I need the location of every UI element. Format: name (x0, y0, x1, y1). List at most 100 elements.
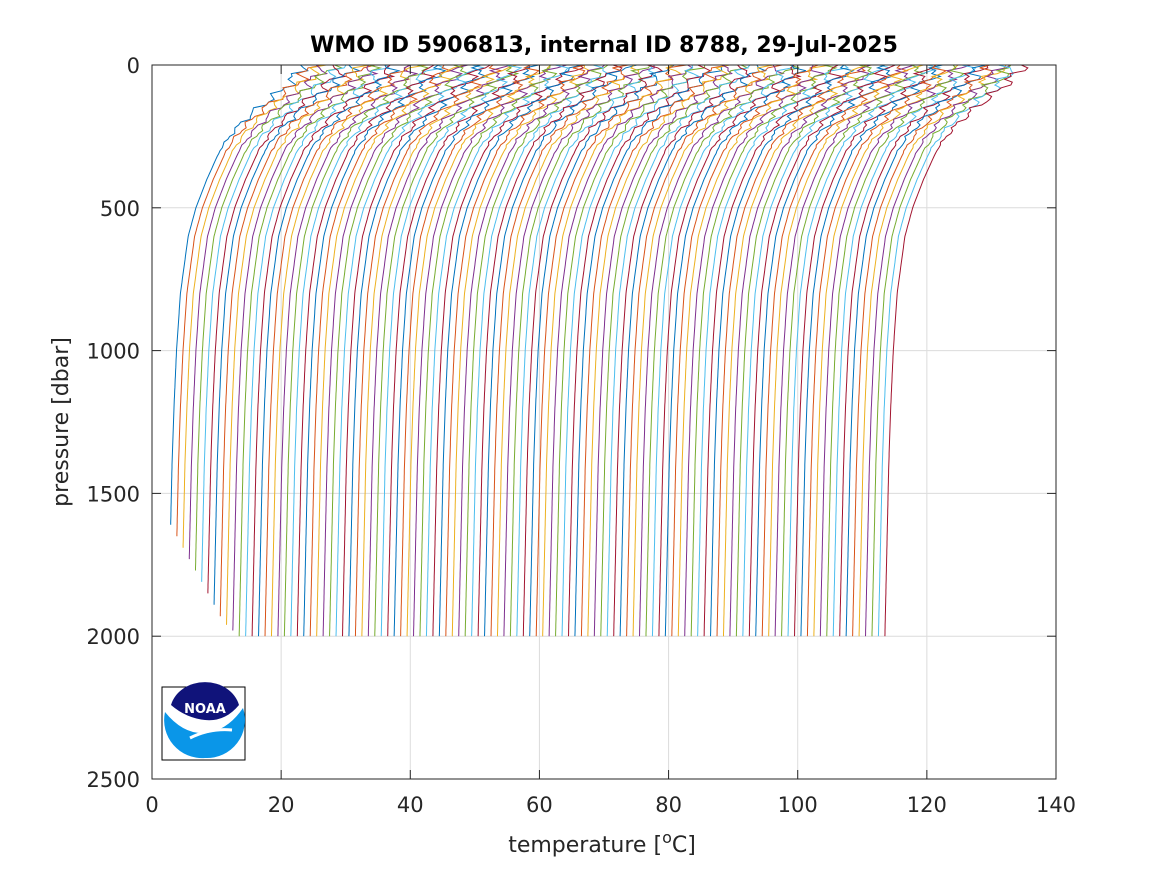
profile-line (238, 64, 383, 637)
profile-line (335, 64, 485, 637)
profile-line (176, 64, 324, 537)
profile-line (464, 64, 609, 637)
profile-line (587, 64, 730, 637)
profile-line (226, 64, 371, 625)
profile-line (387, 64, 531, 637)
profile-line (535, 64, 687, 637)
profile-line (303, 64, 447, 637)
x-tick-label: 100 (778, 793, 818, 817)
profile-line (201, 64, 347, 582)
profile-line (690, 64, 838, 637)
profile-line (264, 64, 411, 637)
profile-line (710, 64, 855, 637)
profile-line (245, 64, 390, 637)
profile-line (251, 64, 396, 637)
profile-line (277, 64, 419, 637)
profile-line (484, 64, 637, 637)
profile-line (884, 64, 1029, 637)
profile-line (561, 64, 701, 637)
profile-line (188, 64, 329, 560)
profile-line (296, 64, 436, 637)
profile-line (438, 64, 583, 637)
y-tick-label: 1500 (87, 482, 140, 506)
profile-line (503, 64, 655, 637)
profile-line (555, 64, 706, 637)
profile-line (477, 64, 623, 637)
profile-line (735, 64, 876, 637)
profile-line (400, 64, 541, 637)
noaa-logo: NOAA (161, 682, 246, 761)
logo-top-half (171, 682, 239, 721)
profile-line (361, 64, 517, 637)
profile-line (580, 64, 729, 637)
profile-line (309, 64, 453, 637)
profile-line (826, 64, 965, 637)
profile-line (703, 64, 844, 637)
profile-line (787, 64, 942, 637)
profile-line (858, 64, 1007, 637)
profile-line (393, 64, 539, 637)
profile-line (490, 64, 629, 637)
profile-line (819, 64, 971, 637)
profile-line (871, 64, 1012, 637)
profile-line (639, 64, 785, 637)
profile-line (182, 64, 327, 548)
y-tick-label: 500 (100, 197, 140, 221)
profile-line (606, 64, 751, 637)
grid-lines (152, 65, 1056, 779)
profile-line (458, 64, 606, 637)
profile-line (213, 64, 362, 605)
profile-line (170, 64, 310, 525)
y-tick-label: 0 (127, 54, 140, 78)
profile-line (832, 64, 977, 637)
logo-bottom-half (164, 708, 245, 759)
profile-line (845, 64, 987, 637)
profile-line (445, 64, 586, 637)
profile-line (529, 64, 675, 637)
y-tick-label: 2500 (87, 768, 140, 792)
x-tick-label: 120 (907, 793, 947, 817)
profile-line (367, 64, 512, 637)
profile-line (232, 64, 379, 631)
profile-line (716, 64, 867, 637)
profile-line (207, 64, 347, 594)
profile-line (800, 64, 943, 637)
profile-line (748, 64, 896, 637)
profile-line (329, 64, 471, 637)
profile-line (761, 64, 909, 637)
x-tick-label: 40 (397, 793, 424, 817)
profile-line (413, 64, 567, 637)
logo-wave (189, 728, 233, 740)
profile-line (877, 64, 1014, 637)
profile-line (283, 64, 430, 637)
axis-ticks: 0 20 40 60 80 100 120 140 0 500 1000 1500 2000 2500 (87, 54, 1077, 817)
profile-line (471, 64, 609, 637)
profile-line (342, 64, 491, 637)
profile-line (645, 64, 800, 637)
profile-line (742, 64, 890, 637)
profile-line (348, 64, 489, 637)
profile-line (806, 64, 948, 637)
profile-line (664, 64, 807, 637)
profile-line (380, 64, 523, 637)
profile-line (374, 64, 520, 637)
x-tick-label: 60 (526, 793, 553, 817)
profile-line (723, 64, 872, 637)
profile-line (729, 64, 872, 637)
y-tick-label: 2000 (87, 625, 140, 649)
profile-line (593, 64, 733, 637)
profile-line (794, 64, 936, 637)
y-tick-label: 1000 (87, 340, 140, 364)
profile-line (354, 64, 503, 637)
x-tick-label: 140 (1036, 793, 1076, 817)
profile-line (542, 64, 682, 637)
profile-line (658, 64, 802, 637)
profile-line (600, 64, 750, 637)
profile-line (322, 64, 469, 637)
x-tick-label: 0 (145, 793, 158, 817)
profile-line (813, 64, 959, 637)
profile-line (768, 64, 924, 637)
profile-line (451, 64, 591, 637)
profile-line (839, 64, 989, 637)
